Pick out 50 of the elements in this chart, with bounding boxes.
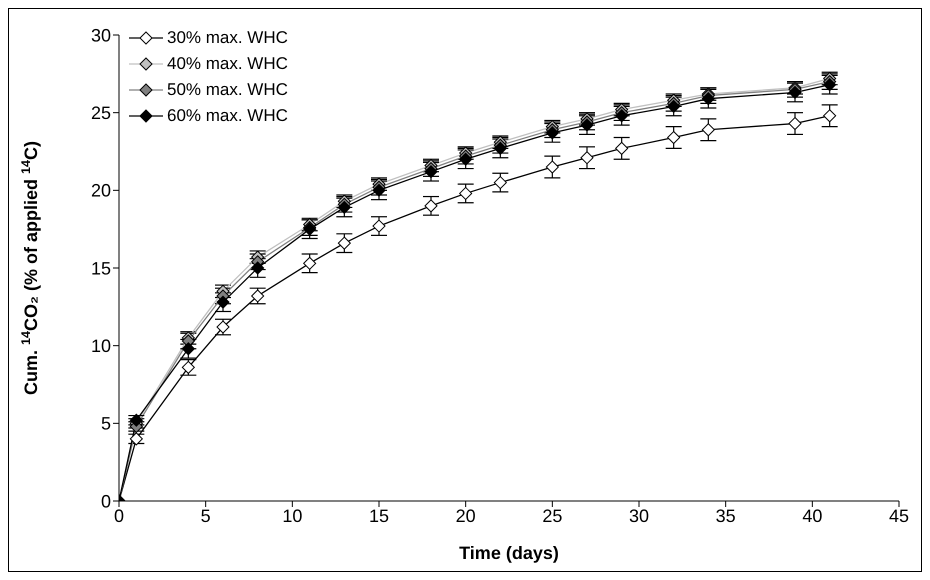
x-tick-label: 10 [282, 506, 302, 526]
point [546, 126, 559, 140]
point [823, 78, 836, 92]
point [424, 199, 438, 212]
y-tick-label: 15 [90, 258, 111, 278]
point [459, 152, 472, 166]
point [823, 109, 836, 122]
point [788, 117, 802, 130]
point [702, 92, 715, 106]
point [667, 100, 680, 113]
point [303, 256, 316, 270]
point [580, 151, 594, 164]
x-tick-label: 5 [200, 506, 211, 526]
y-tick-label: 25 [90, 103, 111, 124]
x-tick-label: 40 [802, 506, 822, 526]
y-tick-label: 5 [100, 414, 111, 434]
point [424, 165, 438, 178]
point [494, 142, 507, 155]
legend-label: 60% max. WHC [167, 105, 288, 127]
point [615, 109, 628, 122]
point [788, 86, 802, 99]
y-tick-label: 30 [90, 25, 111, 46]
point [338, 236, 351, 250]
legend-label: 30% max. WHC [167, 27, 288, 49]
x-tick-label: 35 [716, 506, 736, 526]
x-tick-label: 25 [542, 506, 562, 526]
point [372, 220, 386, 233]
point [182, 342, 195, 356]
point [667, 131, 680, 144]
x-tick-label: 45 [888, 506, 910, 526]
y-tick-label: 10 [90, 336, 111, 356]
point [580, 118, 594, 132]
x-tick-label: 30 [628, 506, 650, 526]
point [216, 296, 230, 309]
legend-label: 50% max. WHC [167, 79, 288, 101]
y-tick-label: 0 [100, 491, 111, 512]
y-tick-label: 20 [90, 180, 111, 201]
point [251, 262, 264, 274]
x-axis-title: Time (days) [459, 543, 559, 563]
point [702, 123, 715, 136]
point [546, 160, 559, 174]
point [615, 142, 628, 155]
point [338, 200, 351, 214]
point [459, 186, 472, 200]
point [372, 184, 386, 197]
legend-label: 40% max. WHC [167, 53, 288, 75]
x-tick-label: 0 [114, 506, 124, 526]
x-tick-label: 15 [368, 506, 390, 526]
x-tick-label: 20 [456, 506, 476, 526]
point [494, 176, 507, 190]
